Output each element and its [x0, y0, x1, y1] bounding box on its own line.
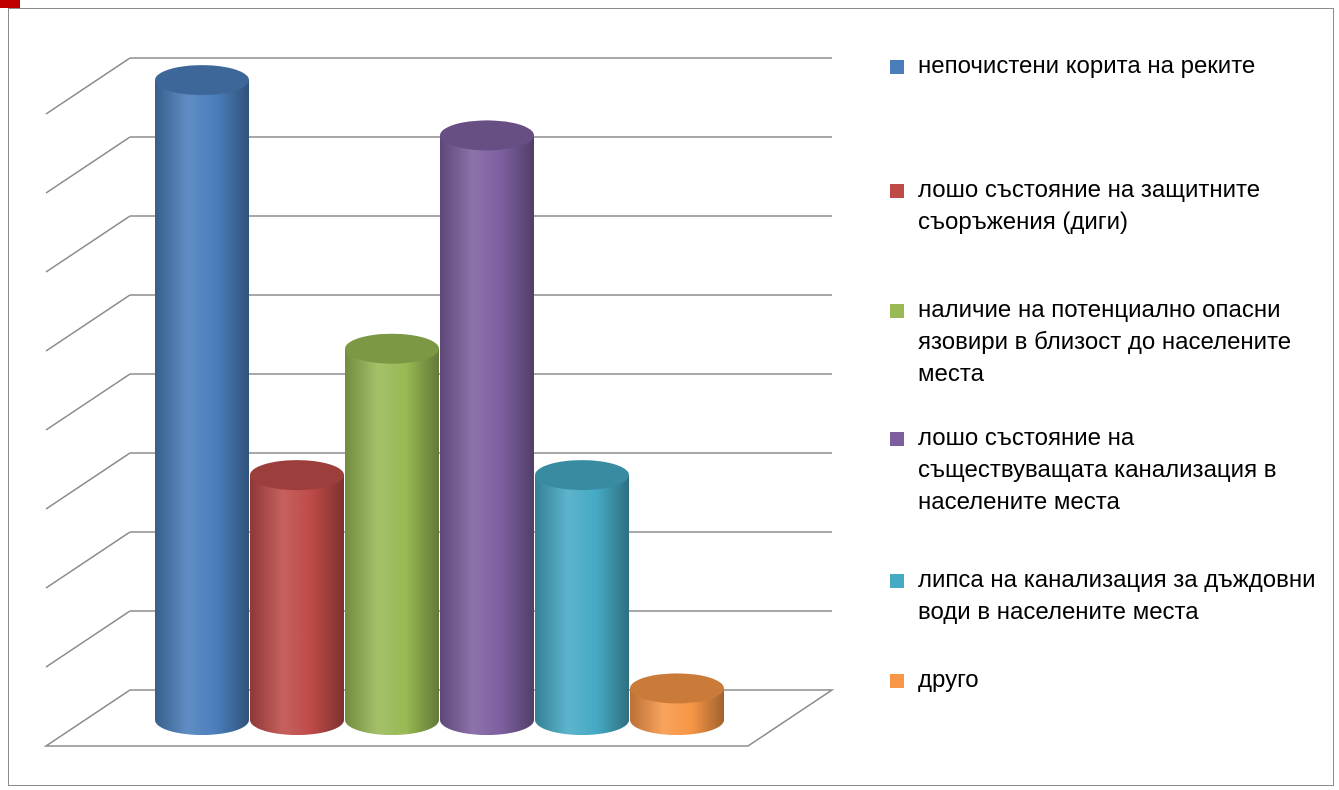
gridline-side — [45, 215, 131, 273]
legend-label-4: лошо състояние на съществуващата канализ… — [918, 424, 1277, 515]
bar-1 — [155, 65, 249, 735]
legend-label-6: друго — [918, 666, 979, 693]
gridline-side — [45, 373, 131, 431]
bar-5 — [535, 460, 629, 735]
bar-top-6 — [630, 673, 724, 704]
bar-6 — [630, 673, 724, 735]
bar-top-1 — [155, 65, 249, 96]
legend-swatch-6 — [890, 674, 904, 688]
legend-swatch-3 — [890, 304, 904, 318]
bar-top-5 — [535, 460, 629, 491]
bar-top-4 — [440, 120, 534, 151]
red-corner-mark — [0, 0, 20, 8]
legend-swatch-2 — [890, 184, 904, 198]
legend-item-6: друго — [890, 664, 1330, 696]
gridline-side — [45, 136, 131, 194]
gridline-side — [45, 294, 131, 352]
legend-swatch-4 — [890, 432, 904, 446]
bar-3 — [345, 333, 439, 735]
legend-swatch-5 — [890, 574, 904, 588]
bar-body-2 — [250, 475, 344, 735]
legend-item-1: непочистени корита на реките — [890, 50, 1330, 82]
gridline-side — [45, 452, 131, 510]
bar-top-3 — [345, 333, 439, 364]
gridline-side — [45, 610, 131, 668]
bar-4 — [440, 120, 534, 735]
bar-top-2 — [250, 460, 344, 491]
bar-body-5 — [535, 475, 629, 735]
legend-swatch-1 — [890, 60, 904, 74]
legend-item-3: наличие на потенциално опасни язовири в … — [890, 294, 1330, 390]
gridline-side — [45, 531, 131, 589]
legend-label-5: липса на канализация за дъждовни води в … — [918, 566, 1316, 625]
bar-body-1 — [155, 80, 249, 735]
legend-item-5: липса на канализация за дъждовни води в … — [890, 564, 1330, 628]
legend-item-2: лошо състояние на защитните съоръжения (… — [890, 174, 1330, 238]
legend-label-1: непочистени корита на реките — [918, 52, 1256, 79]
legend-item-4: лошо състояние на съществуващата канализ… — [890, 422, 1330, 518]
legend-label-3: наличие на потенциално опасни язовири в … — [918, 296, 1292, 387]
bar-body-4 — [440, 135, 534, 735]
legend-label-2: лошо състояние на защитните съоръжения (… — [918, 176, 1261, 235]
bars — [155, 65, 724, 735]
bar-body-3 — [345, 348, 439, 735]
bar-2 — [250, 460, 344, 735]
gridline-side — [45, 57, 131, 115]
